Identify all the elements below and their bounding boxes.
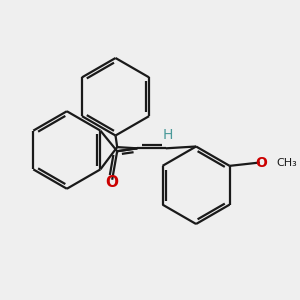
Text: CH₃: CH₃ (276, 158, 297, 167)
Text: O: O (255, 155, 267, 170)
Text: O: O (106, 175, 119, 190)
Text: H: H (163, 128, 173, 142)
